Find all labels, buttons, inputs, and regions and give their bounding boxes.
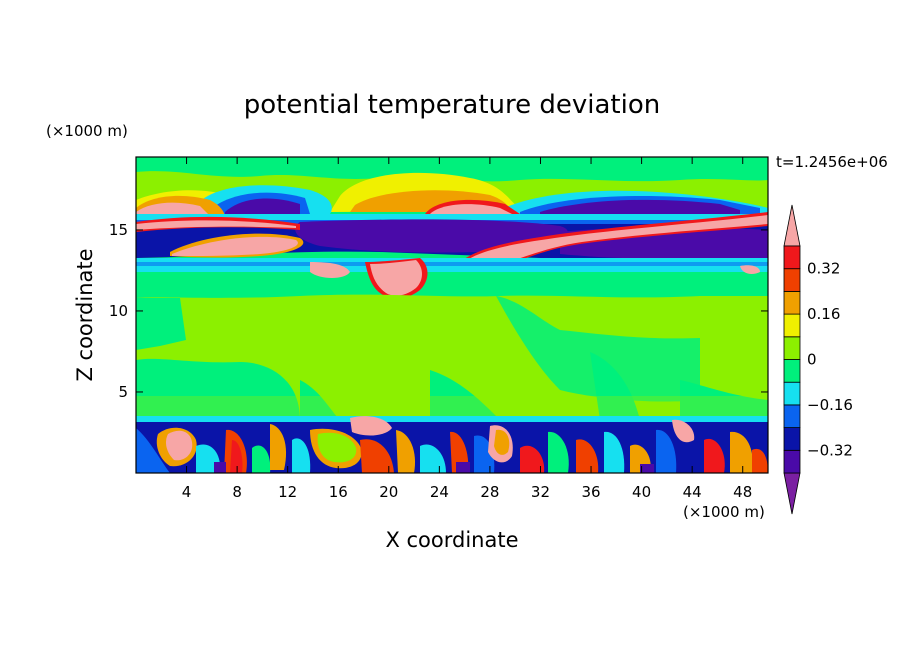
colorbar-bin [783, 381, 801, 406]
colorbar-tick-label: −0.16 [807, 396, 853, 414]
colorbar-bin [783, 427, 801, 451]
x-unit-label: (×1000 m) [683, 503, 765, 521]
chart-title: potential temperature deviation [244, 90, 660, 120]
x-tick-label: 8 [232, 483, 242, 501]
y-unit-label: (×1000 m) [46, 122, 128, 140]
colorbar-bottom-triangle [783, 472, 801, 515]
x-tick-label: 36 [581, 483, 600, 501]
colorbar-tick-label: −0.32 [807, 441, 853, 459]
x-tick-label: 48 [733, 483, 752, 501]
colorbar-bin [783, 359, 801, 383]
colorbar-bin [783, 336, 801, 360]
x-tick-label: 20 [379, 483, 398, 501]
x-tick-label: 12 [278, 483, 297, 501]
colorbar-top-triangle [783, 204, 801, 247]
colorbar-tick-label: 0.32 [807, 260, 840, 278]
x-tick-label: 24 [430, 483, 449, 501]
colorbar-bin [783, 245, 801, 270]
x-tick-label: 4 [182, 483, 192, 501]
colorbar-tick-label: 0 [807, 351, 817, 369]
x-tick-label: 32 [531, 483, 550, 501]
y-tick-label: 15 [109, 221, 128, 239]
x-axis-title: X coordinate [385, 528, 518, 552]
y-axis-title: Z coordinate [73, 248, 97, 381]
x-tick-label: 16 [329, 483, 348, 501]
x-tick-label: 44 [683, 483, 702, 501]
colorbar-bin [783, 268, 801, 292]
plot-frame [135, 156, 769, 474]
x-tick-label: 40 [632, 483, 651, 501]
time-label: t=1.2456e+06 [776, 153, 888, 171]
colorbar-bin [783, 313, 801, 338]
colorbar: 0.32 0.16 0 −0.16 −0.32 [783, 204, 853, 515]
colorbar-bin [783, 404, 801, 428]
colorbar-bin [783, 290, 801, 315]
contour-field [136, 157, 768, 473]
y-tick-label: 5 [118, 383, 128, 401]
colorbar-bin [783, 449, 801, 474]
x-tick-label: 28 [480, 483, 499, 501]
colorbar-tick-label: 0.16 [807, 305, 840, 323]
y-tick-label: 10 [109, 302, 128, 320]
